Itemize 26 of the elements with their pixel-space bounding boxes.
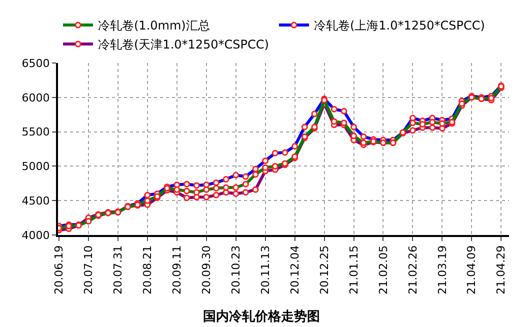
y-tick-label: 5000	[22, 160, 50, 174]
legend-label: 冷轧卷(1.0mm)汇总	[98, 18, 210, 33]
y-tick-label: 4000	[22, 228, 50, 242]
x-tick-label: 20.09.30	[200, 245, 213, 294]
y-tick-label: 4500	[22, 194, 50, 208]
y-tick-label: 5500	[22, 126, 50, 139]
y-tick-label: 6500	[22, 56, 50, 70]
x-tick-label: 21.04.09	[465, 245, 478, 294]
x-tick-label: 20.12.25	[318, 245, 331, 294]
x-tick-label: 20.07.31	[112, 245, 125, 294]
x-tick-label: 20.09.11	[170, 245, 184, 294]
x-tick-label: 20.08.21	[140, 245, 154, 294]
text: 国内冷轧价格走势图	[203, 308, 320, 324]
legend-label: 冷轧卷(上海1.0*1250*CSPCC)	[314, 18, 485, 33]
x-tick-label: 21.04.29	[494, 245, 508, 294]
x-tick-label: 21.02.26	[406, 245, 420, 294]
x-tick-label: 21.03.19	[436, 245, 449, 294]
x-tick-label: 21.01.15	[347, 245, 360, 294]
x-tick-label: 20.12.04	[288, 245, 302, 294]
legend-label: 冷轧卷(天津1.0*1250*CSPCC)	[98, 38, 269, 52]
x-tick-label: 20.11.13	[258, 245, 272, 294]
x-tick-label: 20.10.23	[229, 245, 242, 294]
y-tick-label: 6000	[22, 91, 50, 104]
x-tick-label: 21.02.05	[376, 245, 390, 294]
x-tick-label: 20.06.19	[52, 245, 66, 294]
x-tick-label: 20.07.10	[82, 245, 96, 294]
